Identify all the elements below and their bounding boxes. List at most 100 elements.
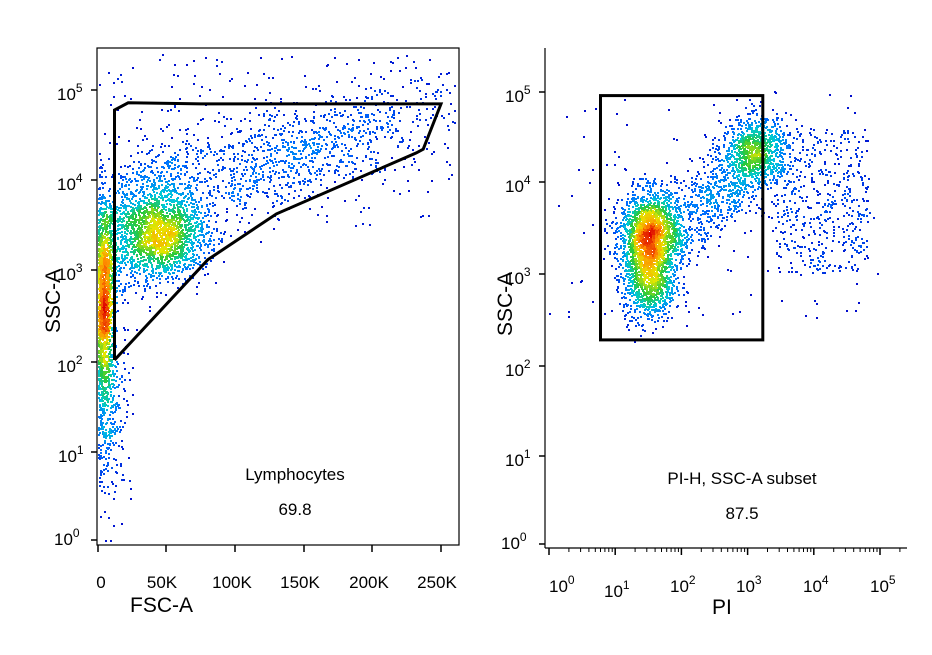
event-dot [159,266,161,268]
event-dot [134,271,136,273]
event-dot [134,277,136,279]
event-dot [340,159,342,161]
event-dot [218,121,220,123]
event-dot [99,250,101,252]
event-dot [109,195,111,197]
event-dot [318,131,320,133]
event-dot [348,128,350,130]
event-dot [104,344,106,346]
event-dot [145,275,147,277]
event-dot [321,136,323,138]
event-dot [251,142,253,144]
event-dot [250,135,252,137]
event-dot [157,247,159,249]
event-dot [174,152,176,154]
event-dot [236,214,238,216]
event-dot [163,242,165,244]
event-dot [340,132,342,134]
event-dot [192,203,194,205]
event-dot [287,182,289,184]
event-dot [313,111,315,113]
event-dot [212,202,214,204]
event-dot [108,384,110,386]
event-dot [179,217,181,219]
event-dot [152,234,154,236]
event-dot [301,140,303,142]
event-dot [127,244,129,246]
event-dot [326,187,328,189]
event-dot [377,162,379,164]
event-dot [162,251,164,253]
event-dot [393,117,395,119]
event-dot [309,160,311,162]
event-dot [298,123,300,125]
event-dot [130,238,132,240]
event-dot [162,239,164,241]
event-dot [105,208,107,210]
event-dot [126,227,128,229]
event-dot [107,279,109,281]
event-dot [267,176,269,178]
event-dot [116,376,118,378]
event-dot [125,206,127,208]
event-dot [174,269,176,271]
event-dot [144,240,146,242]
event-dot [105,437,107,439]
event-dot [440,95,442,97]
event-dot [109,346,111,348]
event-dot [101,171,103,173]
event-dot [178,110,180,112]
event-dot [337,129,339,131]
event-dot [162,206,164,208]
event-dot [342,127,344,129]
event-dot [174,159,176,161]
event-dot [302,144,304,146]
event-dot [135,180,137,182]
event-dot [180,251,182,253]
event-dot [164,259,166,261]
event-dot [142,248,144,250]
event-dot [138,220,140,222]
event-dot [208,240,210,242]
event-dot [324,157,326,159]
event-dot [100,290,102,292]
event-dot [359,130,361,132]
event-dot [277,195,279,197]
event-dot [194,213,196,215]
event-dot [381,129,383,131]
event-dot [200,244,202,246]
event-dot [109,227,111,229]
event-dot [122,251,124,253]
event-dot [270,155,272,157]
event-dot [140,175,142,177]
event-dot [200,249,202,251]
event-dot [184,266,186,268]
event-dot [183,197,185,199]
event-dot [199,247,201,249]
event-dot [130,210,132,212]
event-dot [106,319,108,321]
event-dot [125,283,127,285]
event-dot [243,169,245,171]
event-dot [263,143,265,145]
event-dot [149,206,151,208]
event-dot [124,288,126,290]
event-dot [334,108,336,110]
event-dot [368,146,370,148]
event-dot [254,136,256,138]
event-dot [190,202,192,204]
event-dot [106,323,108,325]
event-dot [280,128,282,130]
event-dot [107,274,109,276]
event-dot [116,302,118,304]
event-dot [141,298,143,300]
event-dot [261,134,263,136]
event-dot [387,131,389,133]
event-dot [145,207,147,209]
event-dot [176,198,178,200]
event-dot [196,214,198,216]
event-dot [190,185,192,187]
event-dot [220,157,222,159]
event-dot [101,299,103,301]
event-dot [99,265,101,267]
